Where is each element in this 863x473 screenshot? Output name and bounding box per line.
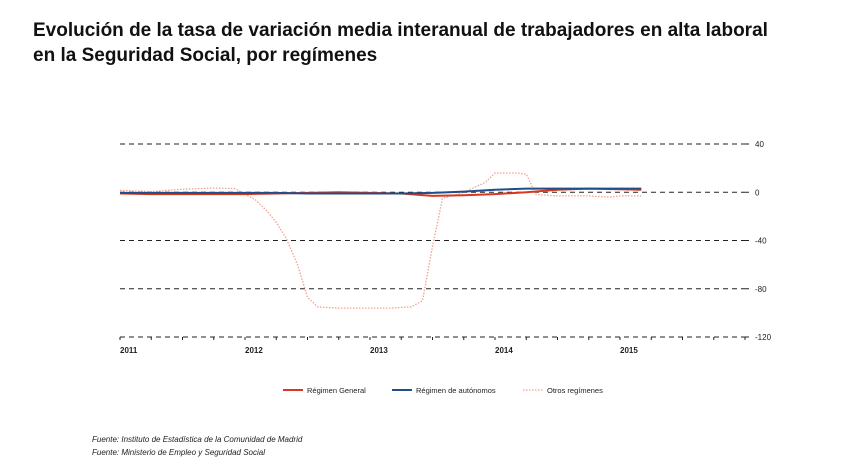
legend-label: Régimen de autónomos	[416, 386, 496, 395]
axis-layer: 40 0 -40 -80 -120 2011 2012 2013 2014 2015	[119, 140, 772, 355]
source-note-2: Fuente: Ministerio de Empleo y Seguridad…	[92, 448, 265, 457]
source-note-1: Fuente: Instituto de Estadística de la C…	[92, 435, 303, 444]
legend-label: Otros regímenes	[547, 386, 603, 395]
x-tick-label: 2015	[620, 346, 638, 355]
series-line-2	[119, 172, 642, 309]
x-tick-label: 2011	[120, 346, 138, 355]
x-tick-label: 2012	[245, 346, 263, 355]
x-tick-label: 2013	[370, 346, 388, 355]
y-tick-label: 0	[755, 188, 760, 197]
chart-title: Evolución de la tasa de variación media …	[33, 18, 843, 68]
x-tick-label: 2014	[495, 346, 513, 355]
chart-title-line-2: en la Seguridad Social, por regímenes	[33, 45, 378, 66]
y-tick-label: -120	[755, 333, 772, 342]
y-tick-label: -40	[755, 237, 767, 246]
chart-title-line-1: Evolución de la tasa de variación media …	[33, 20, 768, 41]
series-line-1	[120, 187, 642, 195]
legend-label: Régimen General	[307, 386, 366, 395]
grid-layer	[120, 143, 745, 338]
y-tick-label: -80	[755, 285, 767, 294]
y-tick-label: 40	[755, 140, 764, 149]
series-layer	[119, 172, 642, 309]
legend: Régimen General Régimen de autónomos Otros…	[283, 386, 603, 395]
